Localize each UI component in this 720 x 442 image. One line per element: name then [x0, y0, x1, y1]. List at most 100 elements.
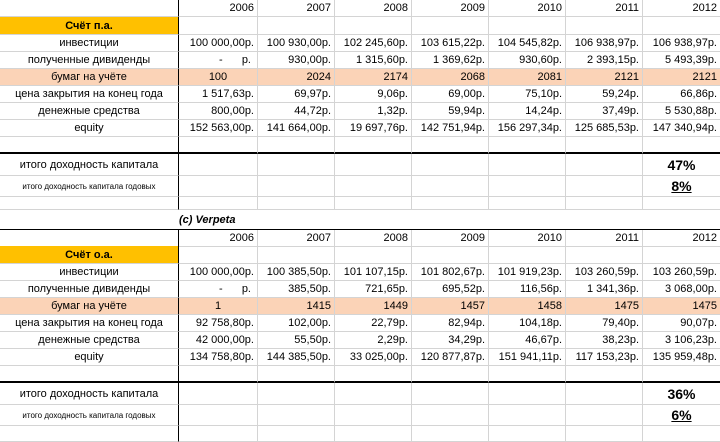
empty-cell[interactable] [566, 197, 643, 210]
empty-cell[interactable] [412, 176, 489, 197]
total-return-label[interactable]: итого доходность капитала [0, 154, 179, 176]
value-cell[interactable]: 141 664,00р. [258, 120, 335, 137]
value-cell[interactable]: 100 [179, 69, 258, 86]
value-cell[interactable]: 38,23р. [566, 332, 643, 349]
value-cell[interactable]: 82,94р. [412, 315, 489, 332]
empty-cell[interactable] [335, 366, 412, 383]
empty-cell[interactable] [489, 137, 566, 154]
value-cell[interactable]: 721,65р. [335, 281, 412, 298]
year-cell[interactable]: 2009 [412, 0, 489, 17]
empty-cell[interactable] [179, 197, 258, 210]
value-cell[interactable]: 2024 [258, 69, 335, 86]
value-cell[interactable]: 55,50р. [258, 332, 335, 349]
value-cell[interactable]: 5 493,39р. [643, 52, 720, 69]
empty-cell[interactable] [566, 405, 643, 426]
year-cell[interactable]: 2007 [258, 0, 335, 17]
year-cell[interactable]: 2006 [179, 0, 258, 17]
empty-cell[interactable] [489, 17, 566, 35]
empty-cell[interactable] [258, 383, 335, 405]
value-cell[interactable]: 100 930,00р. [258, 35, 335, 52]
empty-cell[interactable] [258, 366, 335, 383]
value-cell[interactable]: 44,72р. [258, 103, 335, 120]
empty-cell[interactable] [179, 246, 258, 264]
empty-cell[interactable] [489, 383, 566, 405]
value-cell[interactable]: 59,24р. [566, 86, 643, 103]
value-cell[interactable]: 102,00р. [258, 315, 335, 332]
value-cell[interactable]: 69,97р. [258, 86, 335, 103]
empty-cell[interactable] [179, 426, 258, 442]
empty-cell[interactable] [0, 137, 179, 154]
value-cell[interactable]: 1 [179, 298, 258, 315]
empty-cell[interactable] [489, 366, 566, 383]
empty-cell[interactable] [258, 17, 335, 35]
value-cell[interactable]: 2 393,15р. [566, 52, 643, 69]
account-label[interactable]: Счёт п.а. [0, 17, 179, 35]
empty-cell[interactable] [489, 246, 566, 264]
value-cell[interactable]: 1415 [258, 298, 335, 315]
empty-cell[interactable] [258, 426, 335, 442]
total-return-label[interactable]: итого доходность капитала [0, 383, 179, 405]
value-cell[interactable]: 101 802,67р. [412, 264, 489, 281]
empty-cell[interactable] [489, 197, 566, 210]
empty-cell[interactable] [412, 405, 489, 426]
row-label[interactable]: бумаг на учёте [0, 298, 179, 315]
empty-cell[interactable] [566, 137, 643, 154]
value-cell[interactable]: 2174 [335, 69, 412, 86]
empty-cell[interactable] [0, 197, 179, 210]
value-cell[interactable]: 1 369,62р. [412, 52, 489, 69]
empty-cell[interactable] [566, 154, 643, 176]
value-cell[interactable]: 42 000,00р. [179, 332, 258, 349]
value-cell[interactable]: 1 517,63р. [179, 86, 258, 103]
year-cell[interactable]: 2008 [335, 230, 412, 247]
empty-cell[interactable] [566, 246, 643, 264]
empty-cell[interactable] [258, 197, 335, 210]
year-cell[interactable]: 2009 [412, 230, 489, 247]
row-label[interactable]: инвестиции [0, 264, 179, 281]
value-cell[interactable]: 117 153,23р. [566, 349, 643, 366]
empty-cell[interactable] [335, 154, 412, 176]
value-cell[interactable]: 385,50р. [258, 281, 335, 298]
empty-cell[interactable] [412, 366, 489, 383]
empty-cell[interactable] [566, 176, 643, 197]
annual-return-value[interactable]: 6% [643, 405, 720, 426]
annual-return-label[interactable]: итого доходность капитала годовых [0, 176, 179, 197]
empty-cell[interactable] [489, 426, 566, 442]
value-cell[interactable]: 100 000,00р. [179, 264, 258, 281]
year-cell[interactable]: 2011 [566, 230, 643, 247]
value-cell[interactable]: 144 385,50р. [258, 349, 335, 366]
value-cell[interactable]: 101 107,15р. [335, 264, 412, 281]
year-cell[interactable]: 2012 [643, 0, 720, 17]
year-cell[interactable]: 2010 [489, 0, 566, 17]
value-cell[interactable]: 151 941,11р. [489, 349, 566, 366]
row-label[interactable]: бумаг на учёте [0, 69, 179, 86]
empty-cell[interactable] [335, 176, 412, 197]
value-cell[interactable]: 135 959,48р. [643, 349, 720, 366]
value-cell[interactable]: 156 297,34р. [489, 120, 566, 137]
value-cell[interactable]: 120 877,87р. [412, 349, 489, 366]
value-cell[interactable]: 59,94р. [412, 103, 489, 120]
value-cell[interactable]: 101 919,23р. [489, 264, 566, 281]
empty-cell[interactable] [566, 426, 643, 442]
empty-cell[interactable] [258, 246, 335, 264]
empty-cell[interactable] [335, 17, 412, 35]
value-cell[interactable]: 1 341,36р. [566, 281, 643, 298]
value-cell[interactable]: 104 545,82р. [489, 35, 566, 52]
value-cell[interactable]: 19 697,76р. [335, 120, 412, 137]
empty-cell[interactable] [643, 197, 720, 210]
row-label[interactable]: денежные средства [0, 332, 179, 349]
value-cell[interactable]: 2121 [566, 69, 643, 86]
value-cell[interactable]: 5 530,88р. [643, 103, 720, 120]
empty-cell[interactable] [258, 137, 335, 154]
value-cell[interactable]: 103 615,22р. [412, 35, 489, 52]
empty-cell[interactable] [335, 137, 412, 154]
value-cell[interactable]: 930,60р. [489, 52, 566, 69]
value-cell[interactable]: 142 751,94р. [412, 120, 489, 137]
empty-cell[interactable] [335, 383, 412, 405]
year-cell[interactable]: 2006 [179, 230, 258, 247]
value-cell[interactable]: 1458 [489, 298, 566, 315]
value-cell[interactable]: 100 000,00р. [179, 35, 258, 52]
value-cell[interactable]: 1457 [412, 298, 489, 315]
value-cell[interactable]: - р. [179, 52, 258, 69]
annual-return-value[interactable]: 8% [643, 176, 720, 197]
value-cell[interactable]: 100 385,50р. [258, 264, 335, 281]
